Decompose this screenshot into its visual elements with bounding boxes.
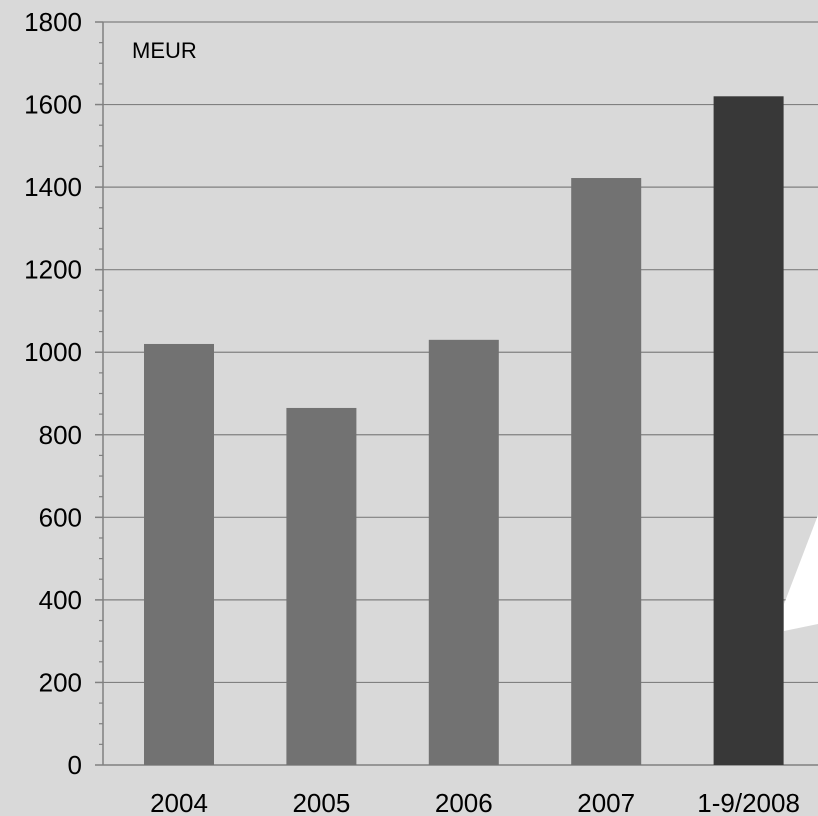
unit-label: MEUR [132, 38, 197, 63]
y-axis: 0 200 400 600 800 1000 1200 1400 1600 1800 [24, 7, 818, 780]
y-tick-label: 1600 [24, 90, 82, 120]
x-tick-label: 2004 [150, 788, 208, 816]
bars [144, 96, 784, 766]
x-tick-label: 2006 [435, 788, 493, 816]
x-tick-label: 2005 [292, 788, 350, 816]
bar [428, 339, 499, 765]
bar [144, 343, 214, 765]
y-tick-label: 1200 [24, 255, 82, 285]
y-tick-label: 1000 [24, 337, 82, 367]
decorative-white-shape [784, 515, 818, 631]
x-axis-labels: 2004 2005 2006 2007 1-9/2008 [150, 788, 800, 816]
y-tick-label: 600 [39, 502, 82, 532]
y-tick-label: 800 [39, 420, 82, 450]
bar [571, 178, 642, 765]
y-tick-label: 0 [68, 750, 82, 780]
y-tick-label: 400 [39, 585, 82, 615]
bar [286, 407, 357, 765]
x-tick-label: 2007 [577, 788, 635, 816]
bar [713, 96, 784, 766]
y-tick-label: 200 [39, 667, 82, 697]
y-tick-label: 1400 [24, 172, 82, 202]
y-tick-label: 1800 [24, 7, 82, 37]
x-tick-label: 1-9/2008 [697, 788, 800, 816]
